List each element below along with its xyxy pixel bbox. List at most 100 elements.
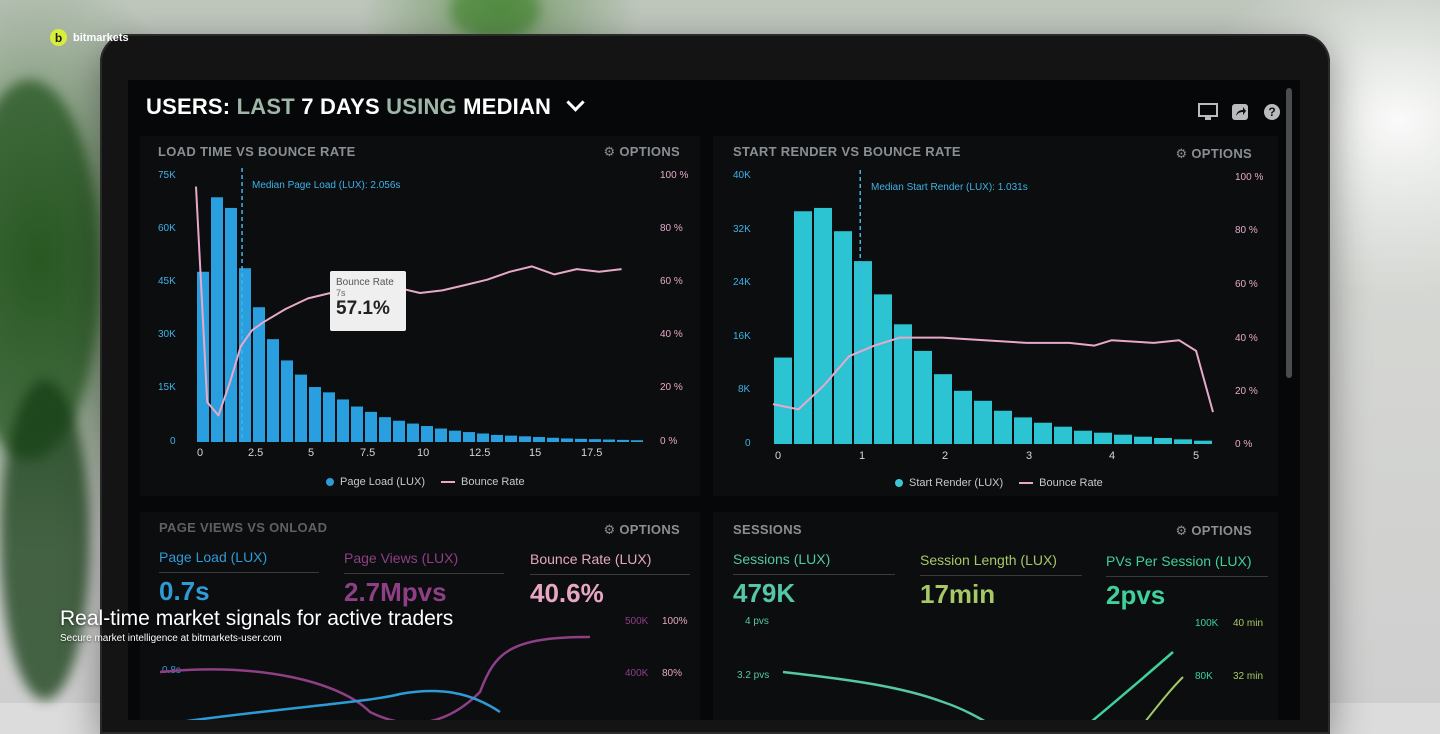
options-button[interactable]: ⚙ OPTIONS — [1175, 523, 1252, 538]
bar[interactable] — [1014, 417, 1032, 444]
bar[interactable] — [1154, 438, 1172, 444]
y2-tick: 0 % — [1235, 439, 1253, 450]
bar[interactable] — [295, 374, 307, 442]
options-label: OPTIONS — [1191, 146, 1252, 161]
bar[interactable] — [519, 436, 531, 442]
svg-text:?: ? — [1268, 105, 1275, 119]
help-icon[interactable]: ? — [1262, 102, 1282, 122]
bar[interactable] — [309, 387, 321, 442]
bar[interactable] — [1194, 440, 1212, 444]
start-render-chart — [772, 170, 1214, 444]
bar[interactable] — [365, 411, 377, 442]
bar[interactable] — [379, 417, 391, 442]
x-tick: 5 — [308, 447, 315, 459]
bar[interactable] — [477, 433, 489, 442]
bar[interactable] — [407, 423, 419, 442]
bar[interactable] — [874, 294, 892, 444]
bar[interactable] — [253, 307, 265, 442]
kpi-label: Page Views (LUX) — [344, 550, 459, 566]
bar[interactable] — [974, 400, 992, 444]
options-button[interactable]: ⚙ OPTIONS — [1175, 146, 1252, 161]
bar[interactable] — [994, 410, 1012, 444]
bar[interactable] — [814, 207, 832, 444]
bar[interactable] — [267, 339, 279, 442]
sessions-sparkline — [782, 651, 1184, 720]
legend-label[interactable]: Start Render (LUX) — [909, 477, 1004, 489]
bar[interactable] — [1054, 426, 1072, 444]
bar[interactable] — [589, 439, 601, 442]
legend-label[interactable]: Bounce Rate — [1039, 477, 1103, 489]
bar[interactable] — [463, 432, 475, 442]
bar[interactable] — [794, 211, 812, 444]
bar[interactable] — [281, 360, 293, 442]
bar[interactable] — [914, 350, 932, 444]
options-button[interactable]: ⚙ OPTIONS — [603, 144, 680, 159]
kpi-label: Bounce Rate (LUX) — [530, 551, 652, 567]
monitor-icon[interactable] — [1198, 102, 1218, 122]
options-button[interactable]: ⚙ OPTIONS — [603, 522, 680, 537]
load-time-panel: LOAD TIME VS BOUNCE RATE ⚙ OPTIONS 75K 6… — [140, 136, 700, 496]
x-tick: 17.5 — [581, 447, 603, 459]
y-tick: 24K — [733, 277, 751, 288]
chevron-down-icon[interactable] — [566, 93, 586, 112]
bar[interactable] — [393, 420, 405, 442]
y2-tick: 40 % — [1235, 333, 1258, 344]
x-tick: 12.5 — [469, 447, 491, 459]
bar[interactable] — [934, 374, 952, 444]
page-title[interactable]: USERS: LAST 7 DAYS USING MEDIAN — [146, 93, 586, 120]
page-views-panel: PAGE VIEWS VS ONLOAD ⚙ OPTIONS Page Load… — [140, 512, 700, 720]
bar[interactable] — [547, 437, 559, 442]
bar[interactable] — [1134, 436, 1152, 444]
y-tick: 45K — [158, 276, 176, 287]
bar[interactable] — [1094, 432, 1112, 444]
bar[interactable] — [323, 392, 335, 442]
bar[interactable] — [435, 428, 447, 442]
tooltip: Bounce Rate 7s 57.1% — [330, 271, 406, 331]
bar[interactable] — [774, 357, 792, 444]
bounce-rate-line[interactable] — [772, 336, 1214, 413]
bar[interactable] — [854, 261, 872, 444]
brand[interactable]: b bitmarkets — [50, 29, 129, 46]
scrollbar[interactable] — [1286, 88, 1292, 378]
bar[interactable] — [954, 390, 972, 444]
bar[interactable] — [561, 438, 573, 442]
tooltip-value: 57.1% — [336, 298, 390, 319]
y2-tick: 20 % — [660, 382, 683, 393]
bar[interactable] — [449, 430, 461, 442]
bar[interactable] — [337, 399, 349, 442]
bar[interactable] — [1114, 434, 1132, 444]
bar[interactable] — [421, 426, 433, 442]
legend-label[interactable]: Page Load (LUX) — [340, 476, 425, 488]
axis-label: 80K — [1195, 671, 1213, 682]
hero-subtitle: Secure market intelligence at bitmarkets… — [60, 633, 282, 644]
kpi-value: 0.7s — [159, 576, 210, 606]
bar[interactable] — [211, 197, 223, 442]
bar[interactable] — [1034, 422, 1052, 444]
y2-tick: 0 % — [660, 436, 678, 447]
x-tick: 5 — [1193, 450, 1200, 462]
share-icon[interactable] — [1230, 102, 1250, 122]
legend-label[interactable]: Bounce Rate — [461, 476, 525, 488]
bar[interactable] — [1174, 439, 1192, 444]
options-label: OPTIONS — [619, 144, 680, 159]
panel-title: LOAD TIME VS BOUNCE RATE — [158, 144, 356, 159]
bar[interactable] — [197, 271, 209, 442]
bar[interactable] — [631, 440, 643, 442]
bar[interactable] — [617, 439, 629, 442]
median-label: Median Start Render (LUX): 1.031s — [871, 182, 1028, 193]
bar[interactable] — [603, 439, 615, 442]
bar[interactable] — [351, 406, 363, 442]
y2-tick: 80 % — [660, 223, 683, 234]
bar[interactable] — [491, 434, 503, 442]
bar[interactable] — [834, 231, 852, 444]
bar[interactable] — [225, 207, 237, 442]
bar[interactable] — [1074, 430, 1092, 444]
y-tick: 8K — [738, 384, 751, 395]
bar[interactable] — [533, 437, 545, 442]
bar[interactable] — [894, 324, 912, 444]
bar[interactable] — [239, 268, 251, 442]
kpi-divider — [159, 572, 319, 573]
bar[interactable] — [505, 435, 517, 442]
bar[interactable] — [575, 438, 587, 442]
axis-label: 3.2 pvs — [737, 670, 770, 681]
